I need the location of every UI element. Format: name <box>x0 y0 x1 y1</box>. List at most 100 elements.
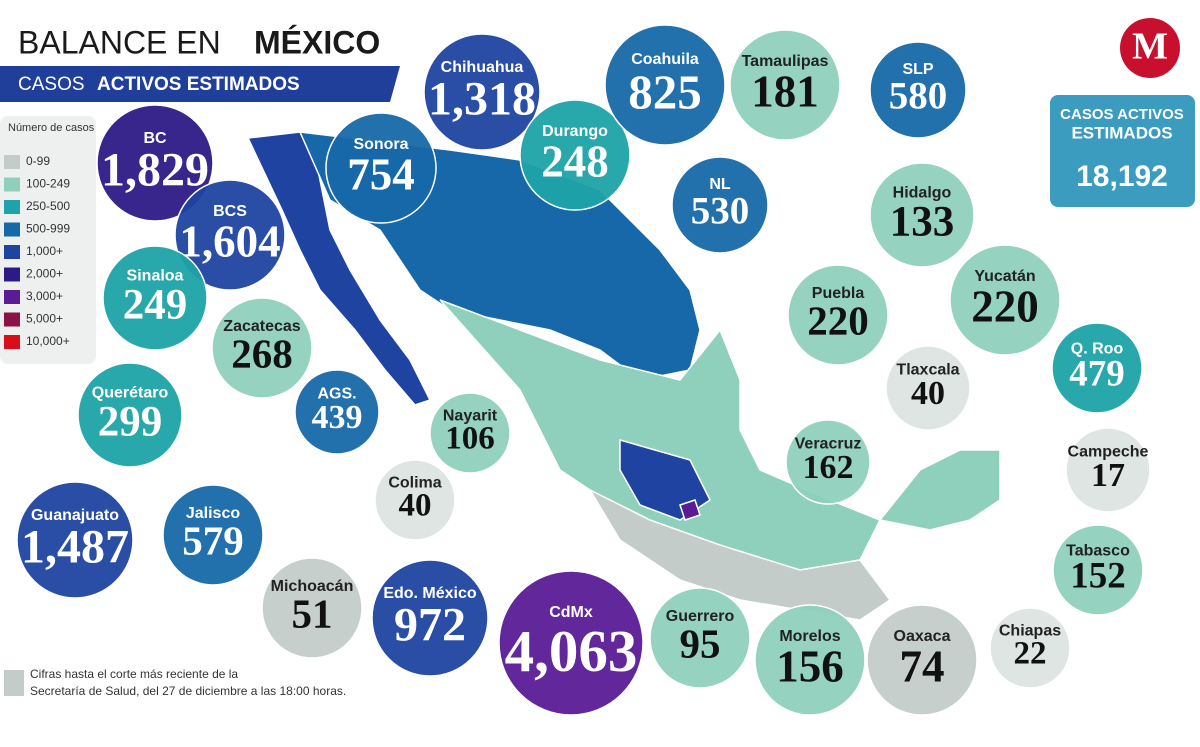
legend-swatch <box>4 222 20 237</box>
bubble <box>16 481 134 599</box>
state-name: Morelos <box>779 628 840 645</box>
legend-label: 3,000+ <box>26 289 63 303</box>
state-cases: 181 <box>751 66 819 116</box>
state-name: BCS <box>213 203 247 220</box>
state-cases: 156 <box>776 641 844 691</box>
state-name: SLP <box>902 61 933 78</box>
state-cases: 162 <box>803 449 854 486</box>
state-name: Coahuila <box>631 51 699 68</box>
state-cases: 580 <box>889 75 948 118</box>
bubble <box>519 99 631 211</box>
bubble <box>869 162 975 268</box>
total-box <box>1050 95 1195 207</box>
state-name: Yucatán <box>974 268 1035 285</box>
legend-title: Número de casos <box>8 122 95 134</box>
map-northwest <box>246 131 432 406</box>
state-cases: 1,487 <box>21 521 129 574</box>
bubble <box>423 33 541 151</box>
state-name: Guanajuato <box>31 507 119 524</box>
legend-label: 500-999 <box>26 222 70 236</box>
state-name: Chihuahua <box>441 59 524 76</box>
legend-swatch <box>4 177 20 192</box>
state-cases: 972 <box>394 599 466 652</box>
logo-circle <box>1120 18 1180 78</box>
state-cases: 40 <box>911 375 945 412</box>
footnote-swatch <box>4 670 24 696</box>
legend-swatch <box>4 245 20 259</box>
bubble <box>211 297 313 399</box>
state-cases: 220 <box>971 281 1039 331</box>
state-name: Michoacán <box>271 578 354 595</box>
state-cases: 22 <box>1014 636 1047 672</box>
state-cases: 74 <box>900 641 945 691</box>
state-name: BC <box>143 130 167 147</box>
state-name: Zacatecas <box>223 318 300 335</box>
state-name: Oaxaca <box>894 628 951 645</box>
bubble <box>885 345 971 431</box>
bubble <box>729 29 841 141</box>
state-cases: 4,063 <box>505 618 638 684</box>
map-yucatan <box>878 449 1001 531</box>
state-cases: 40 <box>399 488 432 524</box>
bubble <box>371 559 489 677</box>
state-cases: 479 <box>1069 353 1125 394</box>
state-cases: 1,829 <box>101 144 209 197</box>
state-name: Durango <box>542 123 608 140</box>
state-name: Puebla <box>812 285 865 302</box>
bubble <box>787 264 889 366</box>
footnote: Secretaría de Salud, del 27 de diciembre… <box>30 684 346 698</box>
state-name: Tabasco <box>1066 542 1130 559</box>
state-cases: 579 <box>182 517 244 563</box>
footnote: Cifras hasta el corte más reciente de la <box>30 667 238 681</box>
legend-label: 100-249 <box>26 177 70 191</box>
map-cdmx <box>679 499 701 521</box>
bubble <box>754 604 866 716</box>
state-name: Campeche <box>1068 444 1149 461</box>
bubble <box>261 557 363 659</box>
bubble <box>866 604 978 716</box>
state-name: Jalisco <box>186 505 240 522</box>
title-bold: MÉXICO <box>254 24 380 60</box>
legend-label: 1,000+ <box>26 244 63 258</box>
state-name: Chiapas <box>999 622 1061 639</box>
bubble <box>374 459 456 541</box>
bubble <box>294 369 380 455</box>
map-south <box>588 488 892 621</box>
map-center <box>439 299 882 571</box>
subtitle-band <box>0 66 400 102</box>
legend-label: 10,000+ <box>26 334 70 348</box>
bubble <box>604 24 726 146</box>
state-name: Edo. México <box>383 585 477 602</box>
state-name: Tamaulipas <box>742 53 829 70</box>
total-value: 18,192 <box>1076 160 1168 193</box>
bubble <box>869 41 967 139</box>
state-bubble: BC1,829 <box>96 104 214 222</box>
legend-box <box>0 116 96 364</box>
legend-label: 0-99 <box>26 154 50 168</box>
legend-swatch <box>4 290 20 304</box>
state-cases: 530 <box>691 190 750 233</box>
state-cases: 299 <box>98 398 163 445</box>
bubble <box>989 607 1071 689</box>
state-cases: 439 <box>312 399 363 436</box>
map-central-dark <box>619 439 711 521</box>
bubble <box>174 179 286 291</box>
title: BALANCE EN <box>18 24 221 60</box>
